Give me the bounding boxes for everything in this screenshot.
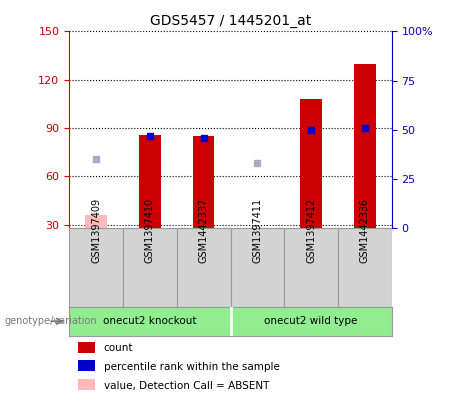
FancyBboxPatch shape [284, 228, 338, 307]
FancyBboxPatch shape [338, 228, 392, 307]
Bar [301, 99, 322, 228]
Text: GSM1397411: GSM1397411 [252, 198, 262, 263]
Text: GSM1442337: GSM1442337 [199, 198, 209, 263]
Text: percentile rank within the sample: percentile rank within the sample [104, 362, 280, 372]
FancyBboxPatch shape [177, 228, 230, 307]
Text: onecut2 knockout: onecut2 knockout [103, 316, 196, 326]
Bar [193, 136, 214, 228]
Title: GDS5457 / 1445201_at: GDS5457 / 1445201_at [150, 14, 311, 28]
Text: GSM1397409: GSM1397409 [91, 198, 101, 263]
Bar [139, 134, 160, 228]
Bar [354, 64, 376, 228]
Text: GSM1442336: GSM1442336 [360, 198, 370, 263]
Text: genotype/variation: genotype/variation [5, 316, 97, 326]
Text: GSM1397412: GSM1397412 [306, 198, 316, 263]
FancyBboxPatch shape [230, 228, 284, 307]
Bar [85, 215, 107, 228]
FancyBboxPatch shape [123, 228, 177, 307]
Text: onecut2 wild type: onecut2 wild type [265, 316, 358, 326]
Text: value, Detection Call = ABSENT: value, Detection Call = ABSENT [104, 380, 269, 391]
Text: count: count [104, 343, 133, 353]
Text: GSM1397410: GSM1397410 [145, 198, 155, 263]
FancyBboxPatch shape [69, 228, 123, 307]
